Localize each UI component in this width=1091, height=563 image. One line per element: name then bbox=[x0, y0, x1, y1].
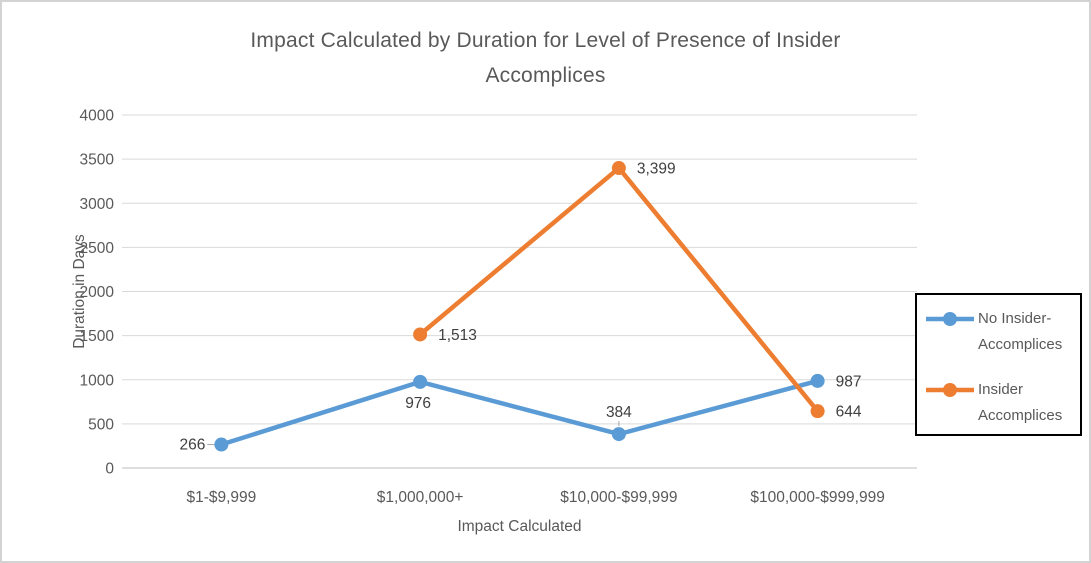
legend: No Insider- Accomplices Insider Accompli… bbox=[915, 293, 1082, 436]
chart-title-line1: Impact Calculated by Duration for Level … bbox=[250, 29, 841, 52]
data-label: 1,513 bbox=[438, 327, 477, 344]
y-tick-label: 1500 bbox=[80, 328, 115, 345]
y-tick-label: 3000 bbox=[80, 196, 115, 213]
chart-title: Impact Calculated by Duration for Level … bbox=[2, 23, 1089, 93]
series-line bbox=[417, 165, 820, 414]
y-tick-label: 0 bbox=[105, 461, 114, 478]
series-line bbox=[219, 378, 820, 447]
x-tick-label: $1,000,000+ bbox=[377, 489, 464, 506]
data-label: 987 bbox=[836, 373, 862, 390]
y-tick-label: 1000 bbox=[80, 372, 115, 389]
data-point-marker bbox=[413, 374, 428, 389]
legend-label: Insider Accomplices bbox=[978, 381, 1063, 424]
y-tick-label: 2000 bbox=[80, 284, 115, 301]
x-tick-label: $100,000-$999,999 bbox=[750, 489, 884, 506]
y-tick-label: 4000 bbox=[80, 108, 115, 125]
data-label: 384 bbox=[606, 404, 632, 421]
y-tick-label: 3500 bbox=[80, 152, 115, 169]
data-label: 644 bbox=[836, 404, 862, 421]
data-label: 3,399 bbox=[637, 161, 676, 178]
x-tick-label: $1-$9,999 bbox=[186, 489, 256, 506]
x-tick-label: $10,000-$99,999 bbox=[560, 489, 677, 506]
legend-line-marker-icon bbox=[926, 383, 974, 397]
y-tick-label: 500 bbox=[88, 416, 114, 433]
legend-line-marker-icon bbox=[926, 312, 974, 326]
y-tick-label: 2500 bbox=[80, 240, 115, 257]
data-point-marker bbox=[810, 404, 825, 419]
data-point-marker bbox=[413, 327, 428, 342]
x-axis-title: Impact Calculated bbox=[457, 518, 581, 535]
data-point-marker bbox=[611, 161, 626, 176]
legend-entry-no-insider-accomplices: No Insider- Accomplices bbox=[925, 306, 1080, 358]
data-label: 266 bbox=[180, 437, 206, 454]
y-axis-title: Duration in Days bbox=[71, 234, 88, 349]
data-point-marker bbox=[611, 427, 626, 442]
legend-label: No Insider- Accomplices bbox=[978, 310, 1063, 353]
data-label: 976 bbox=[405, 395, 431, 412]
chart-title-line2: Accomplices bbox=[485, 64, 606, 87]
legend-entry-insider-accomplices: Insider Accomplices bbox=[925, 377, 1080, 429]
data-point-marker bbox=[810, 373, 825, 388]
data-point-marker bbox=[214, 437, 229, 452]
